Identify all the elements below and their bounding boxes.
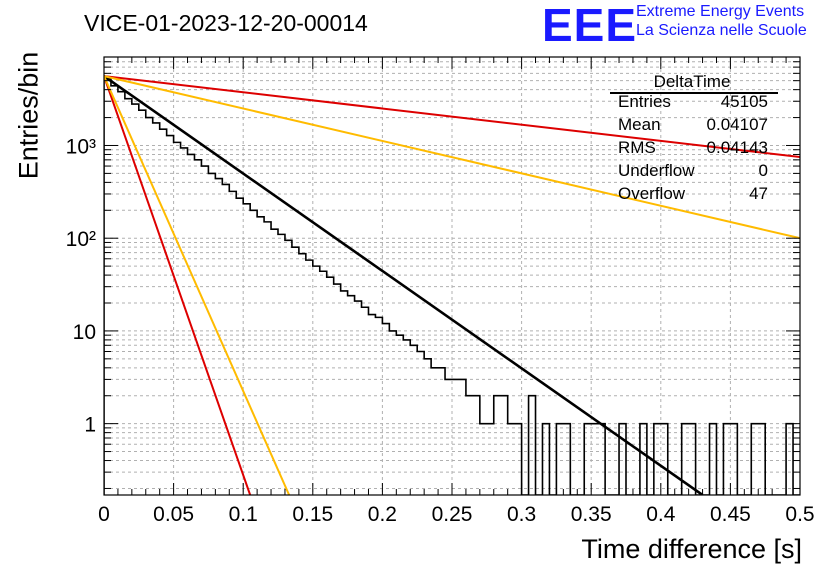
x-tick-label: 0.3 [507,503,536,526]
stats-title: DeltaTime [653,72,731,91]
stats-label: Overflow [618,184,686,203]
chart-title: VICE-01-2023-12-20-00014 [84,10,368,36]
x-tick-label: 0.2 [368,503,397,526]
stats-label: Mean [618,115,661,134]
x-tick-label: 0.25 [432,503,473,526]
stats-row-rms: RMS 0.04143 [610,138,782,161]
stats-row-underflow: Underflow 0 [610,161,782,184]
y-tick-label: 10³ [66,135,96,158]
stats-value: 45105 [720,92,768,111]
stats-value: 0.04107 [706,115,768,134]
y-axis-label: Entries/bin [13,51,44,180]
x-tick-label: 0.1 [229,503,258,526]
histogram-series [104,78,800,495]
stats-value: 0.04143 [706,138,768,157]
stats-row-overflow: Overflow 47 [610,184,782,207]
eee-logo: EEE [542,0,638,51]
stats-row-entries: Entries 45105 [610,92,782,115]
stats-row-mean: Mean 0.04107 [610,115,782,138]
x-tick-label: 0.15 [292,503,333,526]
y-tick-label: 10² [66,228,96,251]
stats-label: RMS [618,138,656,157]
fit-line [104,75,704,495]
x-tick-label: 0 [98,503,110,526]
stats-label: Underflow [618,161,695,180]
logo-text-line1: Extreme Energy Events [636,3,805,20]
x-tick-label: 0.4 [646,503,676,526]
x-tick-label: 0.35 [571,503,612,526]
fit-line [104,75,252,495]
x-tick-label: 0.45 [710,503,751,526]
y-tick-label: 10 [73,321,96,344]
stats-value: 47 [749,184,768,203]
stats-value: 0 [758,161,768,180]
y-tick-label: 1 [84,414,96,437]
fit-line [104,75,800,240]
fit-line [104,75,291,495]
x-tick-label: 0.05 [153,503,194,526]
stats-box: DeltaTime Entries 45105 Mean 0.04107 RMS 0.… [610,72,782,207]
x-tick-label: 0.5 [785,503,814,526]
stats-label: Entries [618,92,671,111]
logo-text-line2: La Scienza nelle Scuole [636,22,807,39]
x-axis-label: Time difference [s] [581,534,802,564]
fit-line [104,75,800,159]
stats-divider [610,92,778,94]
